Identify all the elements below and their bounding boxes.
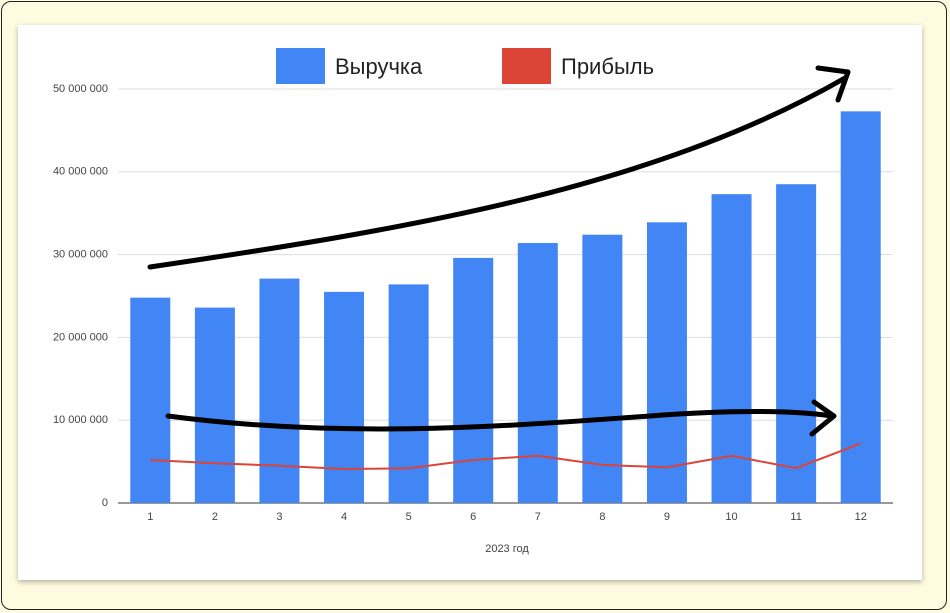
y-tick-label: 20 000 000: [53, 331, 108, 343]
legend-label: Прибыль: [561, 54, 654, 79]
bar: [517, 243, 558, 503]
arrow-head: [815, 65, 851, 103]
bar: [840, 111, 881, 503]
trend-arrow: [147, 75, 848, 270]
x-tick-label: 6: [470, 511, 476, 523]
y-tick-label: 30 000 000: [53, 249, 108, 261]
y-tick-label: 50 000 000: [53, 83, 108, 95]
bar: [388, 284, 429, 503]
y-tick-label: 0: [102, 497, 108, 509]
line: [150, 442, 862, 471]
arrow-head: [809, 399, 837, 437]
bar: [130, 297, 171, 503]
x-tick-label: 2: [212, 511, 218, 523]
x-tick-label: 3: [276, 511, 282, 523]
annotations: [147, 65, 851, 437]
y-tick-label: 40 000 000: [53, 166, 108, 178]
x-axis-title: 2023 год: [485, 543, 529, 555]
bar: [646, 222, 687, 504]
legend-swatch: [502, 48, 551, 84]
y-tick-label: 10 000 000: [53, 414, 108, 426]
x-tick-label: 1: [147, 511, 153, 523]
x-tick-label: 5: [406, 511, 412, 523]
bar: [711, 194, 752, 503]
x-tick-label: 12: [855, 511, 867, 523]
bar: [582, 234, 623, 503]
x-tick-label: 7: [535, 511, 541, 523]
bar: [324, 291, 365, 503]
bar: [453, 257, 494, 503]
bar: [259, 278, 300, 503]
x-tick-label: 8: [599, 511, 605, 523]
legend-swatch: [276, 48, 325, 84]
legend-label: Выручка: [335, 54, 423, 79]
bar: [776, 184, 817, 503]
trend-arrow: [165, 409, 835, 432]
bar: [194, 307, 235, 503]
plot: 0 10 000 000 20 000 000 30 000 000 40 000 00…: [53, 83, 893, 523]
x-tick-label: 10: [725, 511, 737, 523]
x-tick-label: 4: [341, 511, 347, 523]
x-tick-label: 9: [664, 511, 670, 523]
x-tick-label: 11: [790, 511, 801, 523]
